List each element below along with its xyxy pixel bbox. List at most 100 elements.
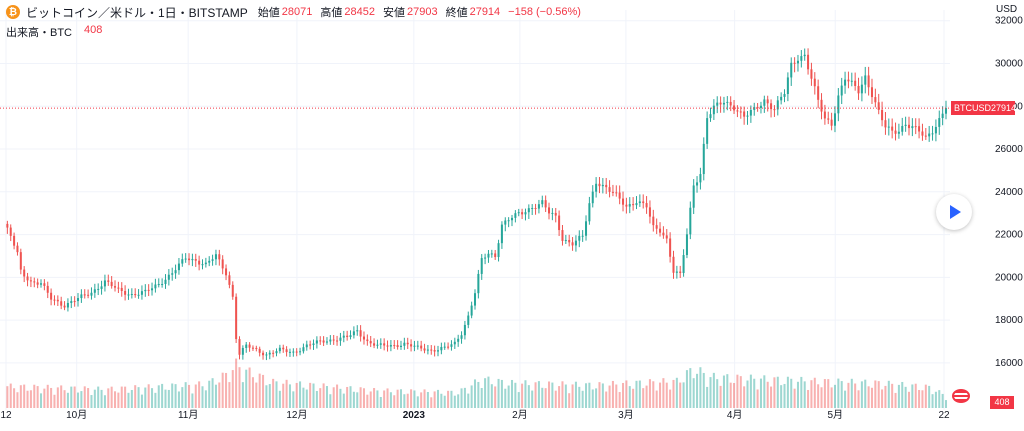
volume-bar bbox=[315, 390, 318, 408]
volume-bar bbox=[844, 390, 847, 408]
volume-bar bbox=[702, 372, 705, 408]
open-label: 始値 bbox=[257, 7, 280, 19]
volume-bar bbox=[672, 379, 675, 408]
candle-body bbox=[487, 253, 490, 258]
volume-bar bbox=[63, 390, 66, 408]
volume-bar bbox=[548, 381, 551, 408]
candle-body bbox=[312, 343, 315, 345]
candle-body bbox=[137, 294, 140, 296]
volume-bar bbox=[514, 382, 517, 408]
candle-body bbox=[16, 245, 19, 253]
candle-body bbox=[87, 294, 90, 296]
candle-body bbox=[90, 292, 93, 296]
candle-body bbox=[534, 208, 537, 210]
candle-body bbox=[685, 234, 688, 256]
candle-body bbox=[56, 299, 59, 302]
volume-bar bbox=[679, 382, 682, 408]
us-flag-icon[interactable] bbox=[952, 389, 970, 403]
candle-body bbox=[93, 289, 96, 293]
candle-body bbox=[164, 279, 167, 284]
volume-bar bbox=[393, 395, 396, 408]
volume-bar bbox=[386, 388, 389, 408]
volume-bar bbox=[531, 390, 534, 408]
candle-body bbox=[100, 286, 103, 289]
volume-label[interactable]: 出来高・BTC bbox=[6, 27, 72, 39]
candle-body bbox=[722, 102, 725, 105]
candle-body bbox=[315, 340, 318, 344]
volume-bar bbox=[756, 389, 759, 408]
volume-bar bbox=[729, 382, 732, 408]
volume-bar bbox=[558, 386, 561, 408]
volume-bar bbox=[262, 374, 265, 408]
candle-body bbox=[278, 347, 281, 352]
candle-body bbox=[588, 203, 591, 222]
volume-bar bbox=[399, 389, 402, 408]
high-value: 28452 bbox=[344, 6, 375, 18]
candle-body bbox=[669, 238, 672, 257]
volume-bar bbox=[410, 389, 413, 408]
candle-body bbox=[157, 284, 160, 286]
volume-bar bbox=[342, 393, 345, 408]
candle-body bbox=[413, 345, 416, 347]
candle-body bbox=[611, 191, 614, 193]
candle-body bbox=[174, 270, 177, 274]
volume-bar bbox=[578, 386, 581, 408]
volume-bar bbox=[329, 394, 332, 408]
volume-bar bbox=[887, 380, 890, 408]
candle-body bbox=[416, 345, 419, 347]
candle-body bbox=[383, 343, 386, 346]
volume-bar bbox=[90, 395, 93, 408]
volume-bar bbox=[934, 391, 937, 408]
volume-bar bbox=[877, 381, 880, 408]
candle-body bbox=[161, 283, 164, 285]
volume-bar bbox=[746, 380, 749, 408]
candle-body bbox=[672, 256, 675, 273]
volume-bar bbox=[719, 385, 722, 408]
volume-bar bbox=[541, 387, 544, 408]
candle-body bbox=[130, 294, 133, 296]
y-tick-label: 32000 bbox=[995, 16, 1023, 27]
candle-body bbox=[490, 253, 493, 255]
volume-bar bbox=[336, 384, 339, 408]
candle-body bbox=[679, 271, 682, 274]
candle-body bbox=[43, 283, 46, 286]
volume-bar bbox=[302, 387, 305, 408]
currency-label[interactable]: USD bbox=[996, 4, 1018, 15]
volume-bar bbox=[19, 385, 22, 408]
volume-bar bbox=[60, 385, 63, 408]
y-tick-label: 16000 bbox=[995, 358, 1023, 369]
candle-body bbox=[632, 204, 635, 206]
low-label: 安値 bbox=[382, 7, 405, 19]
volume-bar bbox=[544, 388, 547, 408]
volume-bar bbox=[796, 381, 799, 408]
volume-bar bbox=[874, 380, 877, 408]
symbol-title[interactable]: ビットコイン／米ドル・1日・BITSTAMP bbox=[26, 5, 248, 20]
volume-bar bbox=[151, 388, 154, 408]
candle-body bbox=[605, 184, 608, 188]
volume-bar bbox=[282, 383, 285, 408]
x-tick-label: 11月 bbox=[178, 409, 198, 421]
volume-bar bbox=[319, 388, 322, 408]
volume-bar bbox=[780, 385, 783, 408]
candle-body bbox=[470, 305, 473, 316]
replay-play-button[interactable] bbox=[936, 194, 972, 230]
volume-bar bbox=[29, 390, 32, 408]
volume-bar bbox=[214, 384, 217, 408]
x-tick-label: 12月 bbox=[286, 409, 307, 421]
candle-body bbox=[837, 95, 840, 114]
candle-body bbox=[500, 224, 503, 244]
volume-bar bbox=[763, 375, 766, 408]
volume-bar bbox=[938, 390, 941, 408]
volume-bar bbox=[134, 385, 137, 408]
volume-bar bbox=[396, 389, 399, 408]
candle-body bbox=[531, 208, 534, 210]
candle-body bbox=[709, 114, 712, 119]
volume-bar bbox=[662, 378, 665, 408]
volume-bar bbox=[16, 392, 19, 408]
candle-body bbox=[719, 102, 722, 105]
volume-bar bbox=[696, 373, 699, 408]
volume-bar bbox=[124, 386, 127, 408]
candle-body bbox=[746, 115, 749, 117]
